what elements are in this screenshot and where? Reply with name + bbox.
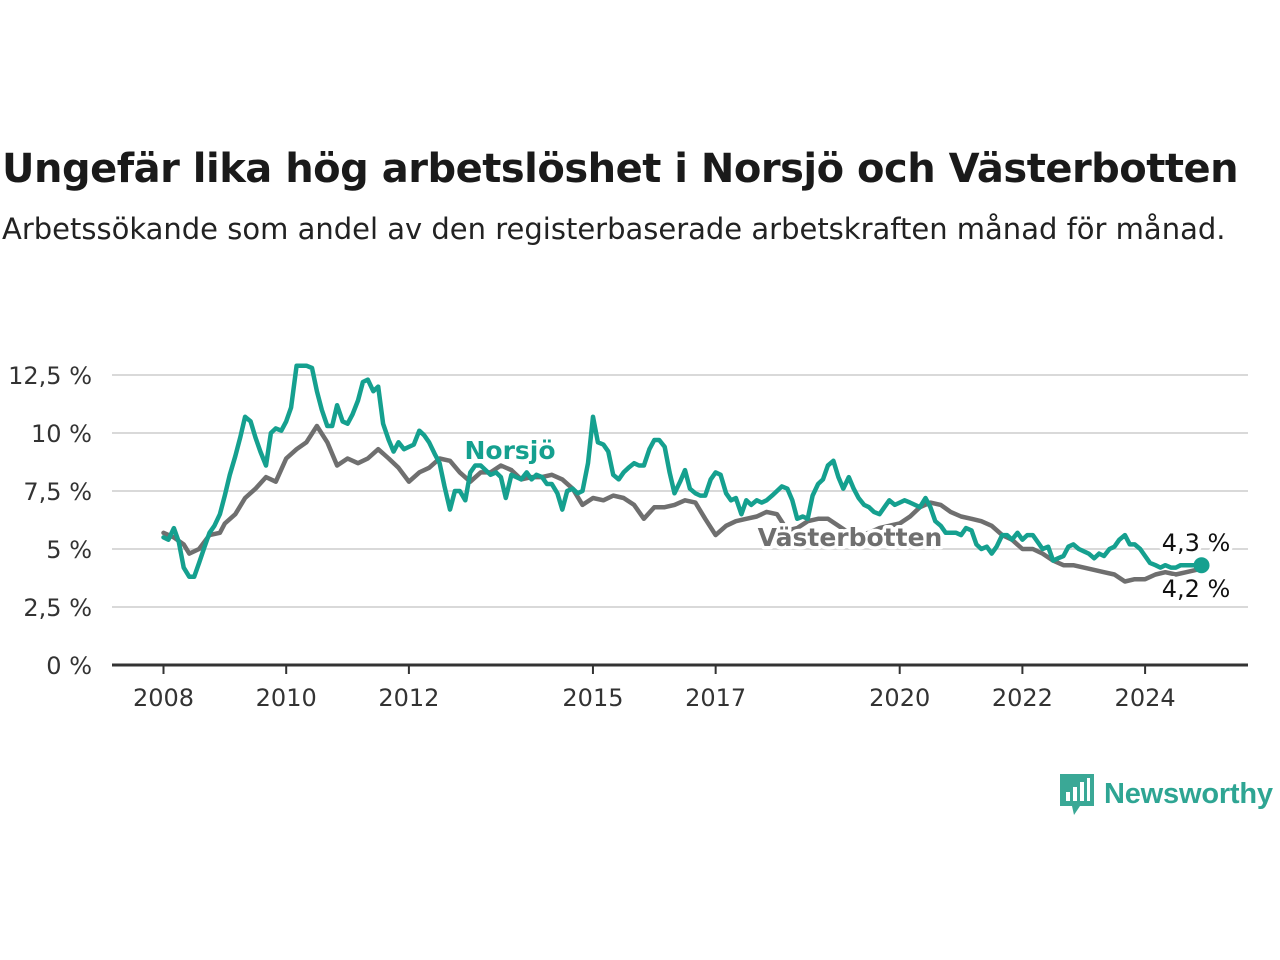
x-tick-label: 2010 [256, 684, 317, 712]
x-tick-label: 2022 [992, 684, 1053, 712]
y-tick-label: 5 % [46, 536, 92, 564]
y-axis: 0 % 2,5 % 5 % 7,5 % 10 % 12,5 % [8, 362, 92, 680]
y-tick-label: 0 % [46, 652, 92, 680]
x-tick-label: 2017 [685, 684, 746, 712]
x-tick-label: 2024 [1115, 684, 1176, 712]
chart-subtitle: Arbetssökande som andel av den registerb… [2, 212, 1226, 246]
y-tick-label: 10 % [31, 420, 92, 448]
series-label-norsjo: Norsjö [464, 436, 555, 465]
chart-bubble-icon [1060, 774, 1094, 815]
end-value-norsjo: 4,3 % [1162, 529, 1231, 557]
grid-lines [112, 374, 1248, 608]
y-tick-label: 12,5 % [8, 362, 92, 390]
series-end-marker [1193, 557, 1210, 574]
series-label-vasterbotten-halo: Västerbotten [758, 523, 943, 552]
x-tick-label: 2020 [869, 684, 930, 712]
series-lines [161, 363, 1210, 584]
newsworthy-logo: Newsworthy [1058, 772, 1273, 816]
x-tick-label: 2008 [133, 684, 194, 712]
brand-name: Newsworthy [1104, 777, 1273, 810]
y-tick-label: 7,5 % [23, 478, 92, 506]
series-line-norsj- [161, 363, 1204, 580]
series-line-v-sterbotten [161, 423, 1204, 584]
y-tick-label: 2,5 % [23, 594, 92, 622]
series-label-norsjo-halo: Norsjö [464, 436, 555, 465]
series-label-vasterbotten: Västerbotten [758, 523, 943, 552]
x-tick-label: 2015 [562, 684, 623, 712]
x-axis: 2008 2010 2012 2015 2017 2020 2022 2024 [112, 663, 1248, 712]
x-tick-label: 2012 [378, 684, 439, 712]
end-value-norsjo-halo: 4,3 % [1162, 529, 1231, 557]
chart-title: Ungefär lika hög arbetslöshet i Norsjö o… [2, 146, 1239, 192]
end-value-vasterbotten: 4,2 % [1162, 575, 1231, 603]
end-value-vasterbotten-halo: 4,2 % [1162, 575, 1231, 603]
